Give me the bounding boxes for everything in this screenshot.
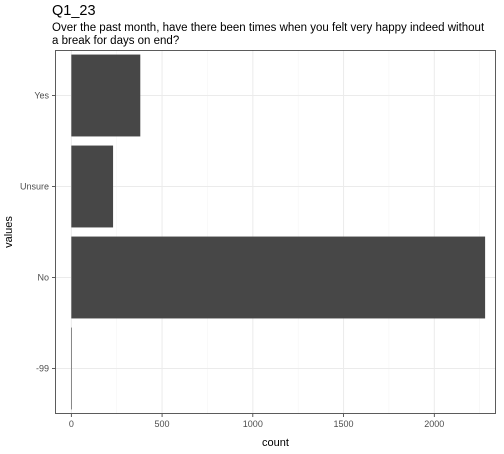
x-tick-label: 0 [69,419,74,429]
x-axis-title: count [262,437,289,449]
y-tick-label: No [37,273,49,283]
bars [71,54,486,410]
bar-Yes [71,54,141,137]
bar-Unsure [71,145,114,228]
axis-ticks: 0 500 1000 1500 2000 Yes Unsure No -99 [20,91,444,430]
x-tick-label: 1500 [334,419,354,429]
y-axis-title: values [3,216,15,248]
y-tick-label: Unsure [20,182,49,192]
y-tick-label: Yes [34,91,49,101]
plot-border [55,50,496,414]
x-tick-label: 500 [155,419,170,429]
bar--99 [71,327,72,410]
x-tick-label: 1000 [243,419,263,429]
x-tick-label: 2000 [424,419,444,429]
bar-No [71,236,486,319]
chart-subtitle: Over the past month, have there been tim… [52,22,485,47]
chart-title: Q1_23 [52,3,96,19]
y-tick-label: -99 [36,364,49,374]
